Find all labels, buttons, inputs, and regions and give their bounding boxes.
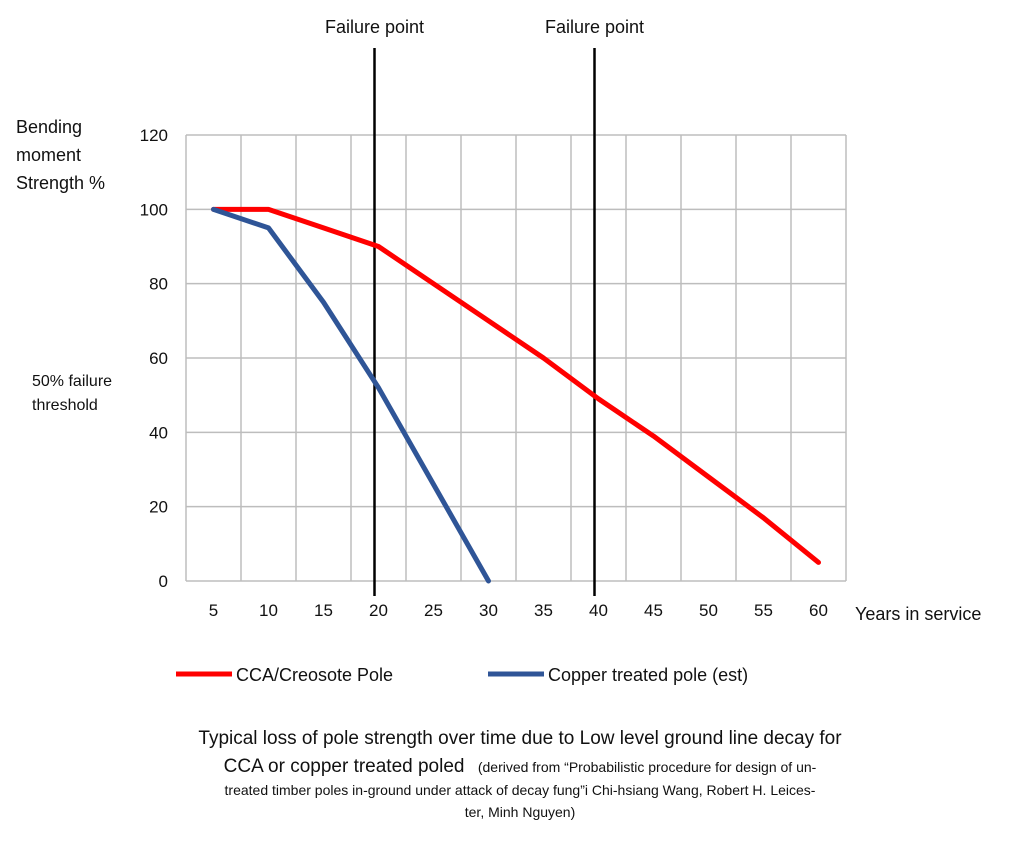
data-point xyxy=(323,227,324,229)
data-point xyxy=(653,435,654,437)
x-tick-label: 40 xyxy=(589,601,608,620)
x-axis-label: Years in service xyxy=(855,604,981,624)
caption-main: CCA or copper treated poled xyxy=(223,756,465,777)
legend-label-1: Copper treated pole (est) xyxy=(548,665,748,685)
line-chart: 0 20 40 60 80 100 120 5 10 15 20 25 30 35 40 45 50 55 60 Ye… xyxy=(16,17,981,685)
x-tick-label: 10 xyxy=(259,601,278,620)
x-tick-label: 55 xyxy=(754,601,773,620)
y-axis-label: Strength % xyxy=(16,173,105,193)
caption-line-1: Typical loss of pole strength over time … xyxy=(198,728,842,749)
data-point xyxy=(763,517,764,519)
data-point xyxy=(598,398,599,400)
failure-point-label: Failure point xyxy=(325,17,424,37)
x-tick-label: 45 xyxy=(644,601,663,620)
data-point xyxy=(268,227,269,229)
y-axis-label: moment xyxy=(16,145,81,165)
data-point xyxy=(433,483,434,485)
threshold-label: threshold xyxy=(32,397,98,414)
caption-line-3: treated timber poles in-ground under att… xyxy=(224,782,816,798)
data-point xyxy=(268,208,269,210)
y-tick-label: 80 xyxy=(149,275,168,294)
series-line-0 xyxy=(211,206,821,565)
x-tick-label: 30 xyxy=(479,601,498,620)
y-tick-label: 20 xyxy=(149,498,168,517)
y-axis-label: Bending xyxy=(16,117,82,137)
x-tick-label: 50 xyxy=(699,601,718,620)
data-point xyxy=(818,561,819,563)
y-tick-label: 100 xyxy=(140,200,168,219)
data-point xyxy=(708,476,709,478)
y-tick-label: 60 xyxy=(149,349,168,368)
x-tick-label: 20 xyxy=(369,601,388,620)
data-point xyxy=(323,301,324,303)
data-point xyxy=(488,320,489,322)
data-point xyxy=(488,580,489,582)
data-point xyxy=(378,246,379,247)
x-tick-label: 35 xyxy=(534,601,553,620)
x-tick-label: 5 xyxy=(209,601,218,620)
failure-point-label: Failure point xyxy=(545,17,644,37)
x-tick-label: 60 xyxy=(809,601,828,620)
caption-line-4: ter, Minh Nguyen) xyxy=(464,804,576,820)
data-point xyxy=(433,283,434,285)
threshold-label: 50% failure xyxy=(32,373,112,390)
y-tick-label: 40 xyxy=(149,423,168,442)
legend-label-0: CCA/Creosote Pole xyxy=(236,665,393,685)
data-point xyxy=(378,387,379,389)
data-point xyxy=(543,357,544,359)
caption-source: (derived from “Probabilistic procedure f… xyxy=(477,759,817,775)
series-line-1 xyxy=(211,206,491,584)
y-tick-label: 0 xyxy=(159,572,168,591)
x-tick-label: 25 xyxy=(424,601,443,620)
data-point xyxy=(213,208,214,210)
x-tick-label: 15 xyxy=(314,601,333,620)
caption-line-2: CCA or copper treated poled (derived fro… xyxy=(140,756,900,778)
y-tick-label: 120 xyxy=(140,126,168,145)
